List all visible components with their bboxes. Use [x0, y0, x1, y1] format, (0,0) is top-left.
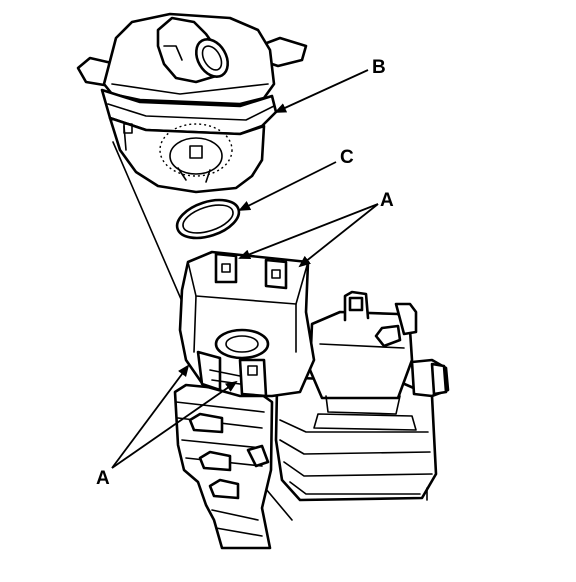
leader-c	[238, 161, 337, 211]
bracket-holder	[178, 250, 316, 398]
leader-a-lower-1	[111, 364, 190, 469]
label-a-upper: A	[380, 190, 394, 211]
leader-b	[274, 69, 369, 113]
reservoir-tank	[76, 12, 308, 194]
label-c: C	[340, 147, 354, 168]
leader-a-lower-2	[111, 380, 238, 469]
label-a-lower: A	[96, 468, 110, 489]
leader-a-upper-1	[238, 203, 379, 260]
lower-assembly	[173, 290, 450, 550]
label-b: B	[372, 57, 386, 78]
o-ring-seal	[175, 198, 241, 240]
leader-a-upper-2	[298, 203, 379, 268]
